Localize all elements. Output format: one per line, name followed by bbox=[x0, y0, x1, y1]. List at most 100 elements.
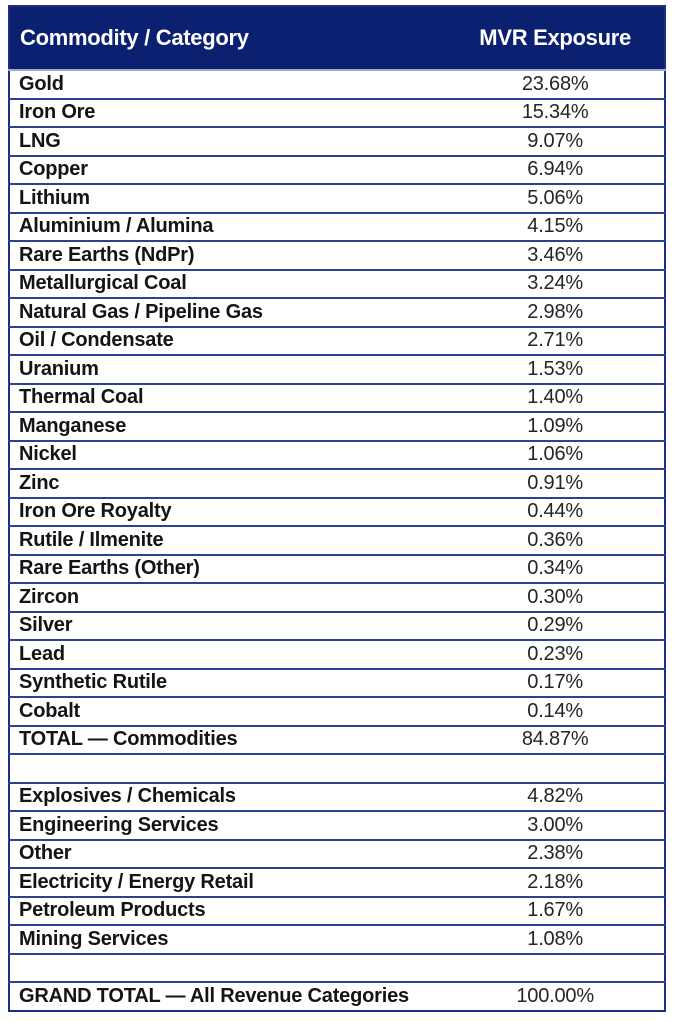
exposure-value-cell: 6.94% bbox=[430, 154, 665, 184]
table-row: Iron Ore Royalty 0.44% bbox=[9, 496, 665, 526]
exposure-value-cell: 0.30% bbox=[430, 582, 665, 612]
commodity-label-cell: Thermal Coal bbox=[9, 382, 431, 412]
table-row: Iron Ore 15.34% bbox=[9, 97, 665, 127]
exposure-value-cell: 0.36% bbox=[430, 525, 665, 555]
commodity-label-cell: Gold bbox=[19, 72, 64, 95]
commodity-label-cell: Oil / Condensate bbox=[9, 325, 431, 355]
table-row: Rutile / Ilmenite 0.36% bbox=[9, 525, 665, 555]
exposure-value-cell: 100.00% bbox=[430, 981, 665, 1011]
commodity-label-cell: Mining Services bbox=[9, 924, 431, 954]
exposure-value-cell: 84.87% bbox=[430, 724, 665, 754]
table-row: Silver 0.29% bbox=[9, 610, 665, 640]
exposure-value-cell: 1.67% bbox=[430, 895, 665, 925]
exposure-value-cell: 3.24% bbox=[430, 268, 665, 298]
table-header-row: Commodity / Category MVR Exposure bbox=[9, 6, 665, 71]
table-row: Zircon 0.30% bbox=[9, 582, 665, 612]
commodity-label-cell: Synthetic Rutile bbox=[9, 667, 431, 697]
exposure-value-cell: 0.34% bbox=[430, 553, 665, 583]
table-row: Aluminium / Alumina 4.15% bbox=[9, 211, 665, 241]
commodity-label-cell: Aluminium / Alumina bbox=[9, 211, 431, 241]
exposure-value-cell: 3.46% bbox=[430, 240, 665, 270]
table-row: Petroleum Products 1.67% bbox=[9, 895, 665, 925]
exposure-value-cell: 1.06% bbox=[430, 439, 665, 469]
commodity-label-cell: Nickel bbox=[9, 439, 431, 469]
commodity-label-cell: Iron Ore bbox=[9, 97, 431, 127]
commodity-label-cell: Natural Gas / Pipeline Gas bbox=[9, 297, 431, 327]
exposure-value-cell bbox=[430, 753, 665, 783]
commodity-label-cell: Iron Ore Royalty bbox=[9, 496, 431, 526]
commodity-label-cell: Rare Earths (NdPr) bbox=[9, 240, 431, 270]
commodity-label-cell: Silver bbox=[9, 610, 431, 640]
exposure-value-cell: 15.34% bbox=[430, 97, 665, 127]
commodity-label-cell: Uranium bbox=[9, 354, 431, 384]
exposure-value-cell: 0.91% bbox=[430, 468, 665, 498]
commodity-label-cell: Engineering Services bbox=[9, 810, 431, 840]
commodity-label-cell: Lithium bbox=[9, 183, 431, 213]
table-body: Gold 23.68% Iron Ore 15.34% LNG 9.07% Co… bbox=[9, 70, 665, 1011]
commodity-label-cell: Rare Earths (Other) bbox=[9, 553, 431, 583]
table-row: Mining Services 1.08% bbox=[9, 924, 665, 954]
commodity-label-cell: Electricity / Energy Retail bbox=[9, 867, 431, 897]
commodity-label-cell: Explosives / Chemicals bbox=[9, 781, 431, 811]
exposure-value-cell: 1.53% bbox=[430, 354, 665, 384]
exposure-value-cell: 2.71% bbox=[430, 325, 665, 355]
exposure-value-cell: 0.14% bbox=[430, 696, 665, 726]
commodity-label-cell: TOTAL — Commodities bbox=[9, 724, 431, 754]
table-row: Zinc 0.91% bbox=[9, 468, 665, 498]
table-row: Uranium 1.53% bbox=[9, 354, 665, 384]
table-row: Cobalt 0.14% bbox=[9, 696, 665, 726]
commodity-label-cell: Zircon bbox=[9, 582, 431, 612]
spacer-row bbox=[9, 753, 665, 783]
table-row: Rare Earths (Other) 0.34% bbox=[9, 553, 665, 583]
commodity-label-cell: Manganese bbox=[9, 411, 431, 441]
table-row: Gold 23.68% bbox=[9, 70, 665, 99]
commodity-label-cell bbox=[9, 753, 431, 783]
table-row: Natural Gas / Pipeline Gas 2.98% bbox=[9, 297, 665, 327]
table-row: Lithium 5.06% bbox=[9, 183, 665, 213]
table-row: Lead 0.23% bbox=[9, 639, 665, 669]
table-row: Synthetic Rutile 0.17% bbox=[9, 667, 665, 697]
table-row: Nickel 1.06% bbox=[9, 439, 665, 469]
commodity-label-cell: Zinc bbox=[9, 468, 431, 498]
exposure-value-cell: 4.15% bbox=[430, 211, 665, 241]
exposure-value-cell: 1.09% bbox=[430, 411, 665, 441]
table-row: Electricity / Energy Retail 2.18% bbox=[9, 867, 665, 897]
exposure-value-cell bbox=[430, 952, 665, 982]
commodity-label-cell: Rutile / Ilmenite bbox=[9, 525, 431, 555]
table-header: Commodity / Category MVR Exposure bbox=[9, 6, 665, 71]
table-row: Metallurgical Coal 3.24% bbox=[9, 268, 665, 298]
commodity-label-cell: Other bbox=[9, 838, 431, 868]
commodity-label-cell: Metallurgical Coal bbox=[9, 268, 431, 298]
table-row: Explosives / Chemicals 4.82% bbox=[9, 781, 665, 811]
table-row: Oil / Condensate 2.71% bbox=[9, 325, 665, 355]
exposure-value-cell: 0.17% bbox=[430, 667, 665, 697]
exposure-value-cell: 2.38% bbox=[430, 838, 665, 868]
exposure-value-cell: 0.29% bbox=[430, 610, 665, 640]
column-header-mvr-exposure: MVR Exposure bbox=[430, 6, 665, 71]
table-row: Copper 6.94% bbox=[9, 154, 665, 184]
exposure-value-cell: 0.44% bbox=[430, 496, 665, 526]
table-row: Other 2.38% bbox=[9, 838, 665, 868]
column-header-commodity-category: Commodity / Category bbox=[9, 6, 431, 71]
commodity-label-cell: GRAND TOTAL — All Revenue Categories bbox=[9, 981, 431, 1011]
exposure-value-cell: 1.08% bbox=[430, 924, 665, 954]
table-row: LNG 9.07% bbox=[9, 126, 665, 156]
table-row: Thermal Coal 1.40% bbox=[9, 382, 665, 412]
mvr-exposure-table: Commodity / Category MVR Exposure Gold 2… bbox=[8, 5, 666, 1012]
commodity-label-cell: Cobalt bbox=[9, 696, 431, 726]
commodity-label-cell: Petroleum Products bbox=[9, 895, 431, 925]
table-row: Rare Earths (NdPr) 3.46% bbox=[9, 240, 665, 270]
table-row: Manganese 1.09% bbox=[9, 411, 665, 441]
commodity-label-cell: Lead bbox=[9, 639, 431, 669]
commodity-label-cell: Copper bbox=[9, 154, 431, 184]
grand-total-row: GRAND TOTAL — All Revenue Categories 100… bbox=[9, 981, 665, 1011]
exposure-value-cell: 23.68% bbox=[521, 72, 589, 95]
exposure-value-cell: 0.23% bbox=[430, 639, 665, 669]
exposure-value-cell: 2.18% bbox=[430, 867, 665, 897]
exposure-value-cell: 2.98% bbox=[430, 297, 665, 327]
commodity-label-cell: LNG bbox=[9, 126, 431, 156]
table-row: Engineering Services 3.00% bbox=[9, 810, 665, 840]
exposure-value-cell: 1.40% bbox=[430, 382, 665, 412]
exposure-value-cell: 9.07% bbox=[430, 126, 665, 156]
